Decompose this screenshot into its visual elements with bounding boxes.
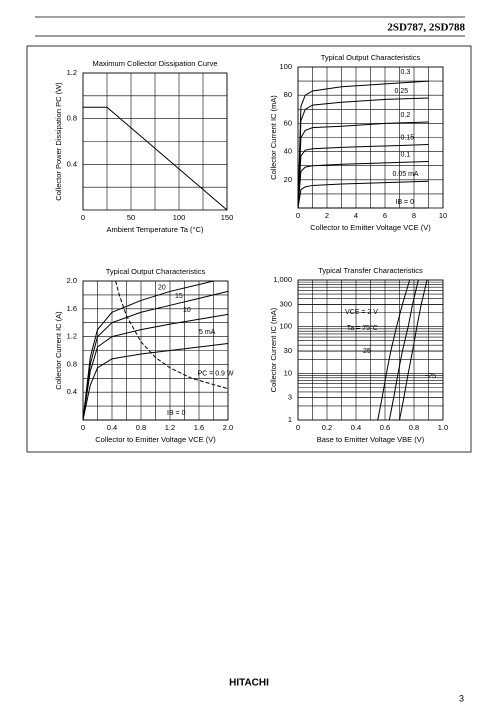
x-tick-label: 2: [325, 211, 329, 220]
series-line: [297, 144, 429, 209]
series-line: [399, 279, 428, 421]
series-label: 0.05 mA: [393, 171, 419, 178]
x-tick-label: 6: [383, 211, 387, 220]
y-tick-label: 300: [279, 299, 292, 308]
series-line: [115, 280, 229, 390]
y-tick-label: 100: [279, 322, 292, 331]
x-tick-label: 2.0: [223, 423, 233, 432]
brand: HITACHI: [229, 678, 269, 689]
y-tick-label: 1.2: [67, 332, 77, 341]
series-label: 0.3: [401, 69, 411, 76]
x-axis-label: Collector to Emitter Voltage VCE (V): [95, 435, 216, 444]
y-tick-label: 0.8: [67, 114, 77, 123]
y-tick-label: 80: [284, 90, 292, 99]
series-line: [83, 106, 228, 211]
plot-frame: [297, 279, 444, 421]
series-label: 10: [183, 307, 191, 314]
y-tick-label: 2.0: [67, 276, 77, 285]
x-tick-label: 0.8: [136, 423, 146, 432]
x-tick-label: 0: [296, 423, 300, 432]
y-tick-label: 1.6: [67, 304, 77, 313]
chart-title: Typical Output Characteristics: [106, 267, 206, 276]
series-label: 25: [363, 348, 371, 355]
y-axis-label: Collector Current IC (mA): [269, 95, 278, 180]
series-line: [297, 121, 429, 209]
series-label: PC = 0.9 W: [198, 370, 234, 377]
y-axis-label: Collector Current IC (mA): [269, 307, 278, 392]
y-axis-label: Collector Current IC (A): [54, 311, 63, 390]
x-tick-label: 0: [81, 423, 85, 432]
series-line: [82, 280, 214, 421]
series-label: 15: [175, 293, 183, 300]
x-tick-label: 0.4: [107, 423, 117, 432]
series-line: [377, 279, 411, 421]
x-tick-label: 1.0: [438, 423, 448, 432]
x-tick-label: 0.6: [380, 423, 390, 432]
x-tick-label: 0: [296, 211, 300, 220]
x-tick-label: 1.2: [165, 423, 175, 432]
x-tick-label: 0: [81, 213, 85, 222]
part-numbers: 2SD787, 2SD788: [387, 22, 465, 34]
y-tick-label: 40: [284, 147, 292, 156]
y-tick-label: 100: [279, 62, 292, 71]
x-tick-label: 4: [354, 211, 358, 220]
x-tick-label: 0.8: [409, 423, 419, 432]
chart-title: Typical Transfer Characteristics: [318, 266, 423, 275]
series-label: Ta = 75°C: [347, 324, 378, 332]
series-label: 20: [158, 284, 166, 291]
y-tick-label: 1,000: [273, 275, 292, 284]
series-label: 0.25: [395, 88, 409, 95]
series-label: IB = 0: [167, 410, 186, 417]
series-label: 5 mA: [199, 329, 216, 336]
annotation: VCE = 2 V: [345, 309, 378, 316]
series-label: IB = 0: [396, 199, 415, 206]
figure-frame: [26, 45, 472, 453]
y-axis-label: Collector Power Dissipation PC (W): [54, 82, 63, 201]
x-tick-label: 0.4: [351, 423, 361, 432]
y-tick-label: 30: [284, 346, 292, 355]
x-axis-label: Base to Emitter Voltage VBE (V): [317, 435, 425, 444]
series-label: 0.1: [401, 151, 411, 158]
x-axis-label: Ambient Temperature Ta (°C): [107, 225, 204, 234]
series-label: 0.15: [401, 134, 415, 141]
y-tick-label: 3: [288, 393, 292, 402]
series-line: [297, 180, 429, 209]
series-line: [82, 313, 229, 421]
y-tick-label: 20: [284, 175, 292, 184]
y-tick-label: 0.4: [67, 159, 77, 168]
page-number: 3: [459, 693, 464, 703]
series-label: −25: [424, 373, 436, 380]
x-tick-label: 1.6: [194, 423, 204, 432]
chart-title: Maximum Collector Dissipation Curve: [92, 59, 217, 68]
y-tick-label: 0.8: [67, 359, 77, 368]
x-tick-label: 150: [221, 213, 234, 222]
series-line: [82, 290, 229, 421]
series-line: [388, 279, 419, 421]
y-tick-label: 10: [284, 368, 292, 377]
series-line: [297, 160, 429, 209]
y-tick-label: 1.2: [67, 68, 77, 77]
y-tick-label: 0.4: [67, 387, 77, 396]
x-tick-label: 0.2: [322, 423, 332, 432]
series-line: [297, 80, 429, 209]
chart-title: Typical Output Characteristics: [321, 53, 421, 62]
x-tick-label: 100: [173, 213, 186, 222]
plot-frame: [82, 72, 228, 211]
y-tick-label: 1: [288, 415, 292, 424]
x-axis-label: Collector to Emitter Voltage VCE (V): [310, 223, 431, 232]
series-line: [82, 343, 229, 421]
x-tick-label: 8: [412, 211, 416, 220]
x-tick-label: 10: [439, 211, 447, 220]
series-label: 0.2: [401, 112, 411, 119]
x-tick-label: 50: [127, 213, 135, 222]
y-tick-label: 60: [284, 118, 292, 127]
